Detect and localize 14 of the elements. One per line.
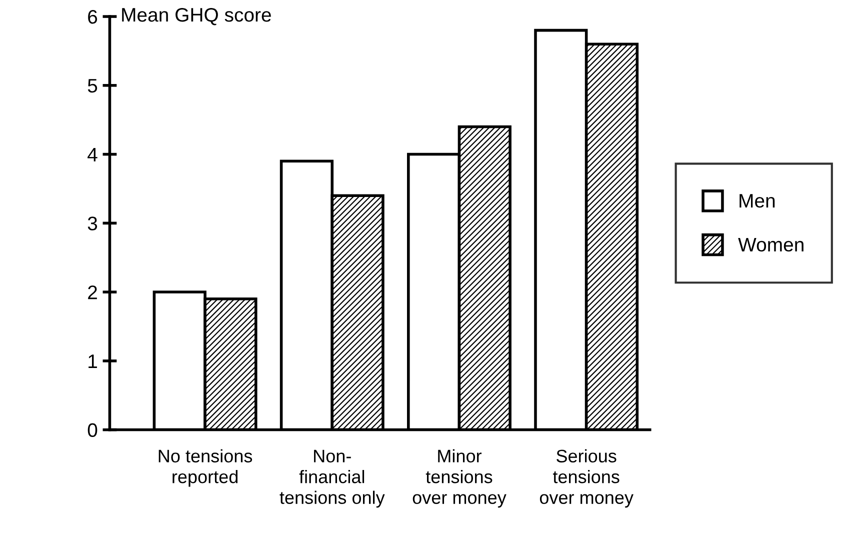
y-tick-label: 2 [88, 286, 97, 300]
legend-label: Men [740, 194, 775, 208]
y-tick-label: 1 [88, 354, 97, 368]
x-tick-label: Minor tensions over money [412, 449, 506, 508]
y-tick-label: 3 [88, 216, 98, 230]
y-tick-label: 0 [88, 423, 98, 438]
x-tick-label: Non- financial tensions only [280, 450, 385, 508]
x-tick-label: No tensions reported [158, 449, 252, 487]
y-tick-label: 5 [88, 79, 98, 93]
y-tick-label: 6 [88, 10, 98, 24]
x-tick-label: Serious tensions over money [540, 449, 634, 508]
legend-label: Women [738, 238, 804, 252]
y-axis-title: Mean GHQ score [122, 8, 271, 26]
y-tick-label: 4 [88, 148, 98, 162]
